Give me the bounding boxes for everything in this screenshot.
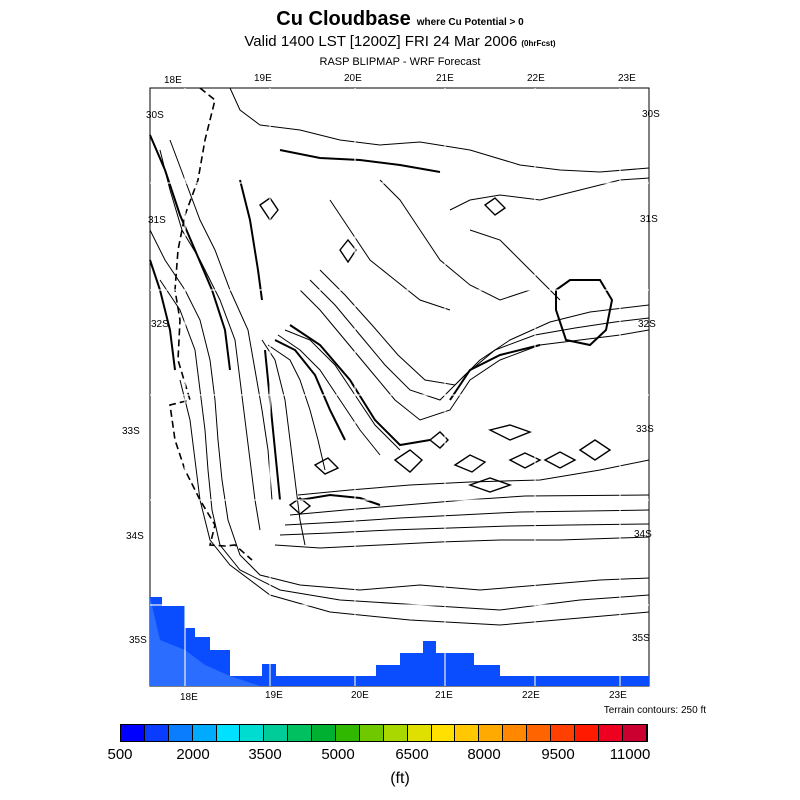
colorbar-tick-label: 9500: [541, 746, 575, 763]
colorbar-tick-label: 11000: [609, 746, 651, 763]
colorbar-swatch: [598, 725, 623, 741]
lon-label-top: 19E: [254, 73, 272, 84]
colorbar-swatch: [264, 725, 289, 741]
coastline: [169, 87, 253, 561]
colorbar-swatch: [288, 725, 313, 741]
lat-label-left: 32S: [151, 319, 169, 330]
colorbar-swatch: [551, 725, 575, 741]
colorbar-tick-label: 8000: [467, 746, 501, 763]
valid-time: Valid 1400 LST [1200Z] FRI 24 Mar 2006 (0…: [0, 33, 800, 50]
lon-label-bottom: 19E: [265, 690, 283, 701]
valid-text: Valid 1400 LST [1200Z] FRI 24 Mar 2006: [244, 33, 518, 50]
lat-label-left: 31S: [148, 215, 166, 226]
lat-label-right: 35S: [632, 633, 650, 644]
colorbar-swatch: [144, 725, 169, 741]
map-frame: [149, 87, 650, 687]
colorbar-tick-label: 500: [107, 746, 133, 763]
colorbar-swatch: [312, 725, 337, 741]
colorbar-swatch: [336, 725, 360, 741]
lon-label-bottom: 23E: [609, 690, 627, 701]
colorbar-swatch: [383, 725, 408, 741]
lon-label-bottom: 20E: [351, 690, 369, 701]
lon-label-top: 23E: [618, 73, 636, 84]
graticule: [150, 88, 649, 686]
forecast-hour: (0hrFcst): [521, 39, 556, 48]
lat-label-right: 34S: [634, 529, 652, 540]
contours: [149, 87, 650, 626]
colorbar-swatch: [192, 725, 217, 741]
lon-label-bottom: 21E: [435, 690, 453, 701]
lon-label-bottom: 18E: [180, 692, 198, 703]
lat-label-right: 32S: [638, 319, 656, 330]
lat-label-right: 30S: [642, 109, 660, 120]
lat-label-left: 30S: [146, 110, 164, 121]
title-qualifier: where Cu Potential > 0: [416, 17, 524, 28]
title-main: Cu Cloudbase: [276, 8, 411, 30]
cloudbase-fill: [150, 597, 649, 686]
lon-label-top: 20E: [344, 73, 362, 84]
colorbar-swatch: [168, 725, 193, 741]
subtitle: RASP BLIPMAP - WRF Forecast: [319, 56, 481, 68]
colorbar-swatch: [407, 725, 432, 741]
colorbar-swatch: [431, 725, 456, 741]
colorbar-tick-label: 2000: [176, 746, 210, 763]
colorbar-swatch: [622, 725, 647, 741]
colorbar-swatch: [216, 725, 241, 741]
fill-west-band: [150, 597, 260, 686]
terrain-contour-note: Terrain contours: 250 ft: [603, 705, 706, 716]
colorbar-swatch: [240, 725, 265, 741]
colorbar-tick-label: 3500: [248, 746, 282, 763]
lat-label-left: 35S: [129, 635, 147, 646]
lat-label-left: 34S: [126, 531, 144, 542]
closed-contours: [259, 197, 612, 515]
map-title: Cu Cloudbase where Cu Potential > 0: [0, 8, 800, 31]
lat-label-right: 33S: [636, 424, 654, 435]
lat-label-left: 33S: [122, 426, 140, 437]
colorbar: [120, 724, 648, 742]
lon-label-top: 18E: [164, 75, 182, 86]
lon-label-top: 22E: [527, 73, 545, 84]
colorbar-swatch: [121, 725, 145, 741]
lon-label-bottom: 22E: [522, 690, 540, 701]
colorbar-units: (ft): [390, 770, 410, 787]
colorbar-swatch: [574, 725, 599, 741]
colorbar-tick-label: 6500: [395, 746, 429, 763]
thick-contours: [149, 134, 614, 506]
lat-label-right: 31S: [640, 214, 658, 225]
colorbar-swatch: [455, 725, 480, 741]
colorbar-tick-label: 5000: [321, 746, 355, 763]
colorbar-swatch: [503, 725, 528, 741]
lon-label-top: 21E: [436, 73, 454, 84]
colorbar-swatch: [527, 725, 552, 741]
colorbar-swatch: [359, 725, 384, 741]
colorbar-swatch: [479, 725, 504, 741]
colorbar-ticks: 500 2000 3500 5000 6500 8000 9500 11000: [0, 746, 800, 766]
